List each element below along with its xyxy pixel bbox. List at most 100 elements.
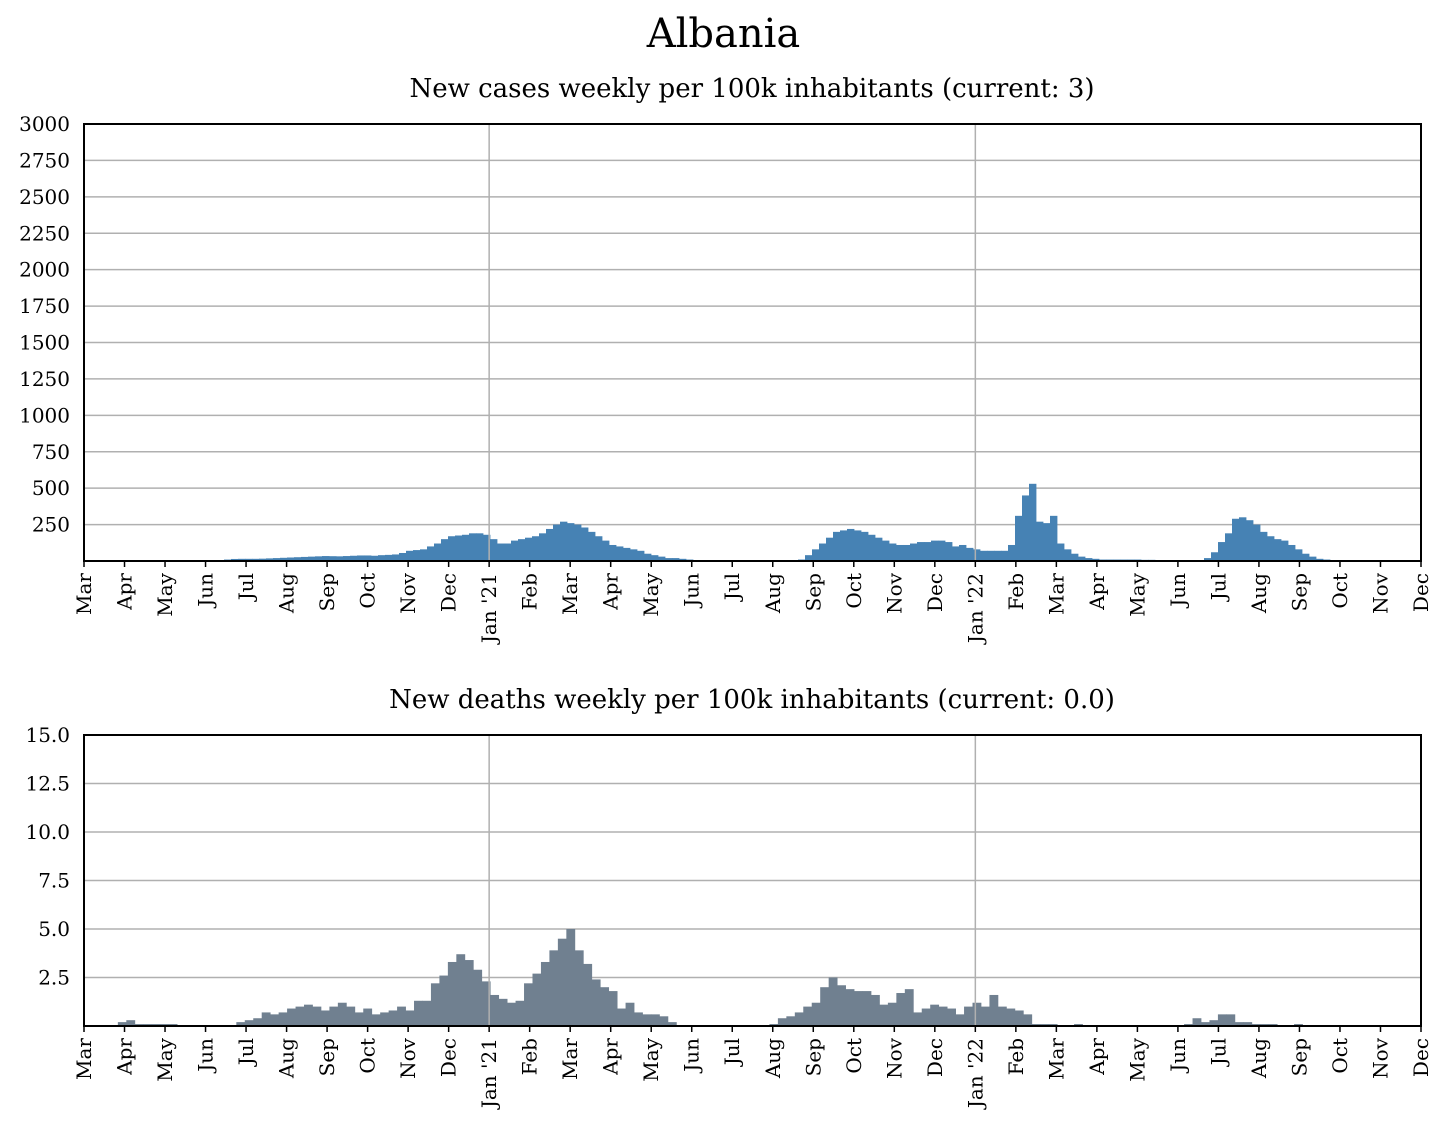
deaths-bar	[337, 1002, 347, 1026]
cases-bar	[812, 549, 820, 561]
cases-xtick-label: Jul	[1206, 573, 1230, 602]
cases-xtick-label: Jun	[1166, 573, 1190, 609]
deaths-xtick-label: Nov	[396, 1037, 420, 1079]
deaths-bar	[650, 1014, 660, 1026]
cases-bar	[420, 549, 428, 561]
deaths-bar	[261, 1012, 271, 1026]
cases-ytick-label: 1000	[19, 403, 70, 427]
deaths-bar	[617, 1008, 626, 1026]
cases-bar	[1225, 533, 1233, 561]
cases-bar	[287, 557, 295, 561]
deaths-bar	[363, 1008, 373, 1026]
cases-ytick-label: 2250	[19, 221, 70, 245]
deaths-bar	[786, 1016, 796, 1026]
cases-bar	[896, 544, 904, 561]
cases-bar	[280, 557, 288, 561]
cases-plot-frame	[83, 123, 1422, 562]
deaths-xtick-label: Dec	[923, 1038, 947, 1077]
cases-bar	[945, 542, 953, 561]
cases-bar	[1008, 544, 1016, 561]
cases-bar	[336, 556, 344, 561]
cases-bar	[385, 554, 393, 561]
deaths-bar	[244, 1020, 254, 1026]
cases-bar	[329, 556, 337, 561]
deaths-xtick-label: Jan '21	[477, 1038, 501, 1110]
cases-bar	[1309, 556, 1317, 561]
cases-bar	[1043, 523, 1051, 561]
deaths-bar	[904, 989, 914, 1026]
deaths-bar	[397, 1006, 406, 1026]
cases-bar	[1246, 520, 1254, 561]
cases-bar	[595, 536, 603, 561]
deaths-bar	[955, 1014, 965, 1026]
deaths-bar	[591, 979, 601, 1026]
cases-bar	[805, 555, 813, 561]
cases-xtick-label: Jun	[194, 573, 218, 609]
cases-bar	[399, 552, 407, 561]
cases-bar	[833, 531, 841, 561]
cases-bar	[1050, 515, 1058, 561]
cases-xtick-label: Dec	[923, 573, 947, 612]
deaths-bar	[549, 950, 559, 1026]
cases-bar	[259, 558, 267, 561]
cases-bar	[392, 554, 400, 561]
deaths-xtick-label: Feb	[518, 1038, 542, 1075]
deaths-bar	[1200, 1022, 1210, 1026]
deaths-bar	[312, 1006, 322, 1026]
cases-bar	[476, 533, 484, 561]
deaths-bar	[947, 1008, 956, 1026]
deaths-bar	[304, 1004, 313, 1026]
cases-bar	[574, 524, 582, 561]
cases-xtick-label: Jan '22	[963, 573, 987, 645]
deaths-ytick-label: 7.5	[38, 869, 70, 893]
cases-bar	[1267, 536, 1275, 561]
cases-bar	[245, 558, 253, 561]
deaths-xtick-label: Feb	[1004, 1038, 1028, 1075]
cases-bar	[819, 543, 827, 561]
cases-bar	[609, 544, 617, 561]
cases-xtick-label: Feb	[1004, 573, 1028, 610]
deaths-bar	[287, 1008, 296, 1026]
cases-bar	[1302, 553, 1310, 561]
deaths-bar	[1023, 1014, 1033, 1026]
cases-bar	[1064, 549, 1072, 561]
cases-bar	[371, 555, 379, 561]
deaths-ytick-label: 10.0	[25, 820, 70, 844]
deaths-bar	[854, 991, 863, 1026]
cases-ytick-label: 1250	[19, 367, 70, 391]
deaths-bar	[600, 987, 610, 1026]
cases-bar	[959, 544, 967, 561]
cases-bar	[1316, 558, 1324, 561]
cases-bar	[665, 558, 673, 561]
deaths-bar	[414, 1000, 423, 1026]
deaths-bar	[634, 1012, 643, 1026]
deaths-xtick-label: Nov	[882, 1037, 906, 1079]
cases-bar	[350, 555, 358, 561]
deaths-bar	[566, 929, 576, 1026]
cases-bar	[448, 536, 456, 561]
cases-bar	[1022, 495, 1030, 561]
cases-bar	[658, 556, 666, 561]
deaths-xtick-label: Dec	[1409, 1038, 1433, 1077]
cases-bar	[532, 536, 540, 561]
deaths-bar	[1217, 1014, 1227, 1026]
cases-bar	[343, 556, 351, 561]
deaths-bar	[464, 960, 474, 1026]
cases-bar	[1274, 539, 1282, 561]
cases-bar	[1085, 558, 1093, 561]
deaths-xtick-label: Mar	[1044, 1038, 1068, 1080]
deaths-xtick-label: Jun	[680, 1038, 704, 1074]
cases-xtick-label: Mar	[72, 573, 96, 615]
cases-bar	[378, 555, 386, 561]
deaths-xtick-label: Oct	[1328, 1038, 1352, 1074]
deaths-bar	[845, 989, 855, 1026]
cases-ytick-label: 2750	[19, 148, 70, 172]
deaths-bar	[532, 973, 542, 1026]
cases-bar	[490, 539, 498, 561]
deaths-bar	[1226, 1014, 1236, 1026]
deaths-bar	[608, 991, 618, 1026]
cases-bar	[903, 544, 911, 561]
cases-ytick-label: 3000	[19, 112, 70, 136]
cases-xtick-label: Nov	[882, 572, 906, 614]
